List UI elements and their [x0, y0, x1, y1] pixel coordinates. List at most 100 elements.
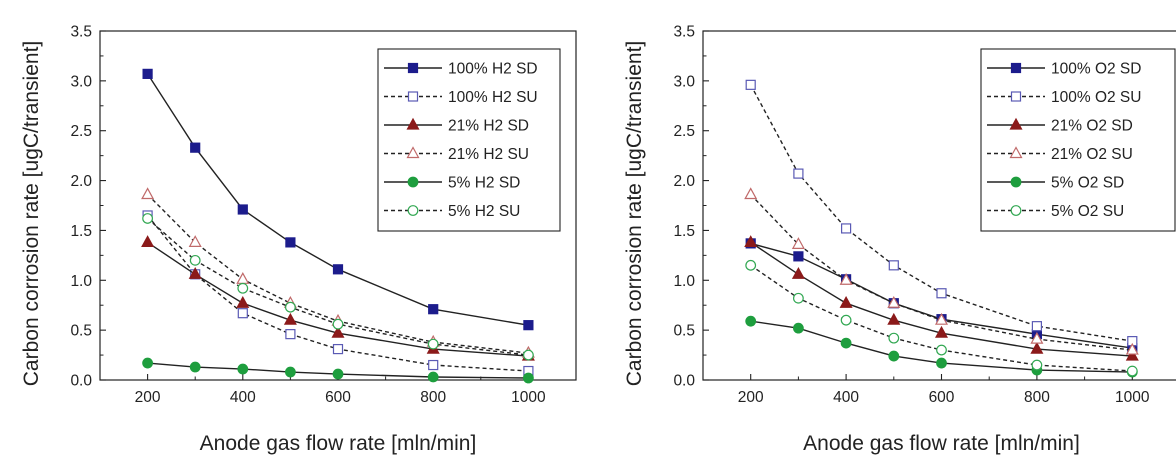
data-point — [745, 259, 757, 271]
data-point — [791, 267, 805, 279]
series-2 — [745, 79, 1138, 347]
y-tick-label: 2.0 — [70, 173, 92, 190]
legend-marker — [1010, 91, 1022, 102]
x-tick-label: 800 — [1024, 389, 1050, 406]
x-tick-label: 200 — [738, 389, 764, 406]
legend-entry: 21% O2 SD — [1051, 118, 1133, 135]
legend-marker — [406, 117, 420, 130]
x-tick-label: 1000 — [511, 389, 546, 406]
legend-box — [980, 48, 1176, 232]
data-point — [1031, 321, 1043, 332]
series-3 — [141, 235, 535, 361]
data-point — [285, 237, 296, 248]
y-tick-label: 0.0 — [673, 373, 695, 390]
data-point — [936, 357, 947, 369]
legend-box — [377, 48, 561, 232]
data-point — [840, 223, 852, 234]
x-axis-label: Anode gas flow rate [mln/min] — [200, 432, 477, 455]
data-point — [934, 312, 949, 325]
data-point — [793, 168, 804, 179]
y-tick-label: 2.5 — [673, 123, 695, 140]
data-point — [237, 308, 248, 319]
legend-entry: 100% H2 SD — [448, 61, 538, 78]
data-point — [236, 295, 250, 308]
data-point — [523, 349, 534, 361]
data-point — [188, 267, 202, 279]
data-point — [840, 314, 852, 326]
data-point — [1030, 331, 1044, 344]
x-tick-label: 400 — [230, 389, 256, 406]
data-point — [331, 325, 345, 338]
data-point — [190, 142, 201, 153]
data-point — [1125, 348, 1139, 361]
y-tick-label: 0.5 — [70, 323, 92, 340]
data-point — [840, 337, 852, 349]
data-point — [936, 344, 947, 356]
x-axis-label: Anode gas flow rate [mln/min] — [803, 432, 1080, 455]
legend-entry: 21% H2 SU — [448, 146, 529, 163]
legend-marker — [407, 62, 419, 74]
data-point — [888, 332, 900, 344]
data-point — [142, 213, 154, 224]
data-point — [744, 187, 758, 200]
data-point — [1125, 342, 1139, 355]
data-point — [888, 260, 899, 271]
data-point — [839, 295, 853, 308]
legend-marker — [407, 176, 419, 188]
y-tick-label: 1.5 — [70, 223, 92, 240]
data-point — [936, 288, 947, 299]
series-1 — [142, 68, 534, 331]
y-tick-label: 3.0 — [673, 73, 695, 90]
y-tick-label: 2.0 — [673, 173, 695, 190]
data-point — [142, 357, 154, 369]
legend-marker — [1010, 176, 1022, 188]
legend-entry: 21% H2 SD — [448, 118, 529, 135]
legend-entry: 100% O2 SU — [1051, 89, 1141, 106]
legend-marker — [1010, 205, 1022, 216]
data-point — [1030, 341, 1044, 354]
data-point — [791, 237, 805, 249]
x-tick-label: 1000 — [1115, 389, 1150, 406]
data-point — [839, 273, 853, 285]
data-point — [1126, 365, 1138, 377]
x-tick-label: 800 — [420, 389, 446, 406]
x-tick-label: 600 — [325, 389, 351, 406]
legend-entry: 5% H2 SD — [448, 175, 520, 192]
data-point — [285, 366, 296, 378]
legend-marker — [407, 91, 419, 102]
y-tick-label: 3.5 — [673, 24, 695, 41]
data-point — [523, 372, 534, 384]
y-axis-label: Carbon corrosion rate [ugC/transient] — [623, 41, 646, 387]
legend-entry: 100% H2 SU — [448, 89, 538, 106]
y-tick-label: 0.0 — [70, 373, 92, 390]
x-tick-label: 200 — [135, 389, 161, 406]
data-point — [793, 251, 804, 262]
data-point — [332, 318, 344, 330]
data-point — [188, 235, 202, 247]
legend-entry: 5% O2 SU — [1051, 203, 1124, 220]
data-point — [189, 361, 201, 373]
data-point — [237, 363, 249, 375]
data-point — [237, 282, 249, 294]
series-5 — [142, 357, 534, 384]
y-tick-label: 0.5 — [673, 323, 695, 340]
data-point — [332, 368, 344, 380]
y-tick-label: 3.0 — [70, 73, 92, 90]
legend-marker — [1009, 146, 1023, 159]
legend-marker — [1009, 117, 1023, 130]
series-6 — [745, 259, 1138, 377]
series-2 — [142, 210, 534, 377]
legend-marker — [406, 146, 420, 159]
legend-marker — [1010, 62, 1022, 74]
data-point — [285, 329, 296, 340]
data-point — [285, 301, 296, 313]
legend-entry: 5% H2 SU — [448, 203, 520, 220]
chart-1: 0.0 0.5 1.0 1.5 2.0 2.5 3.0 3.5 200 400 600 800 1000… — [20, 24, 577, 455]
data-point — [427, 371, 439, 383]
legend: 100% H2 SD 100% H2 SU 21% H2 SD 21% H2 SU 5%… — [377, 48, 561, 232]
legend: 100% O2 SD 100% O2 SU 21% O2 SD 21% O2 SU 5%… — [980, 48, 1176, 232]
data-point — [236, 272, 250, 284]
data-point — [141, 187, 155, 200]
